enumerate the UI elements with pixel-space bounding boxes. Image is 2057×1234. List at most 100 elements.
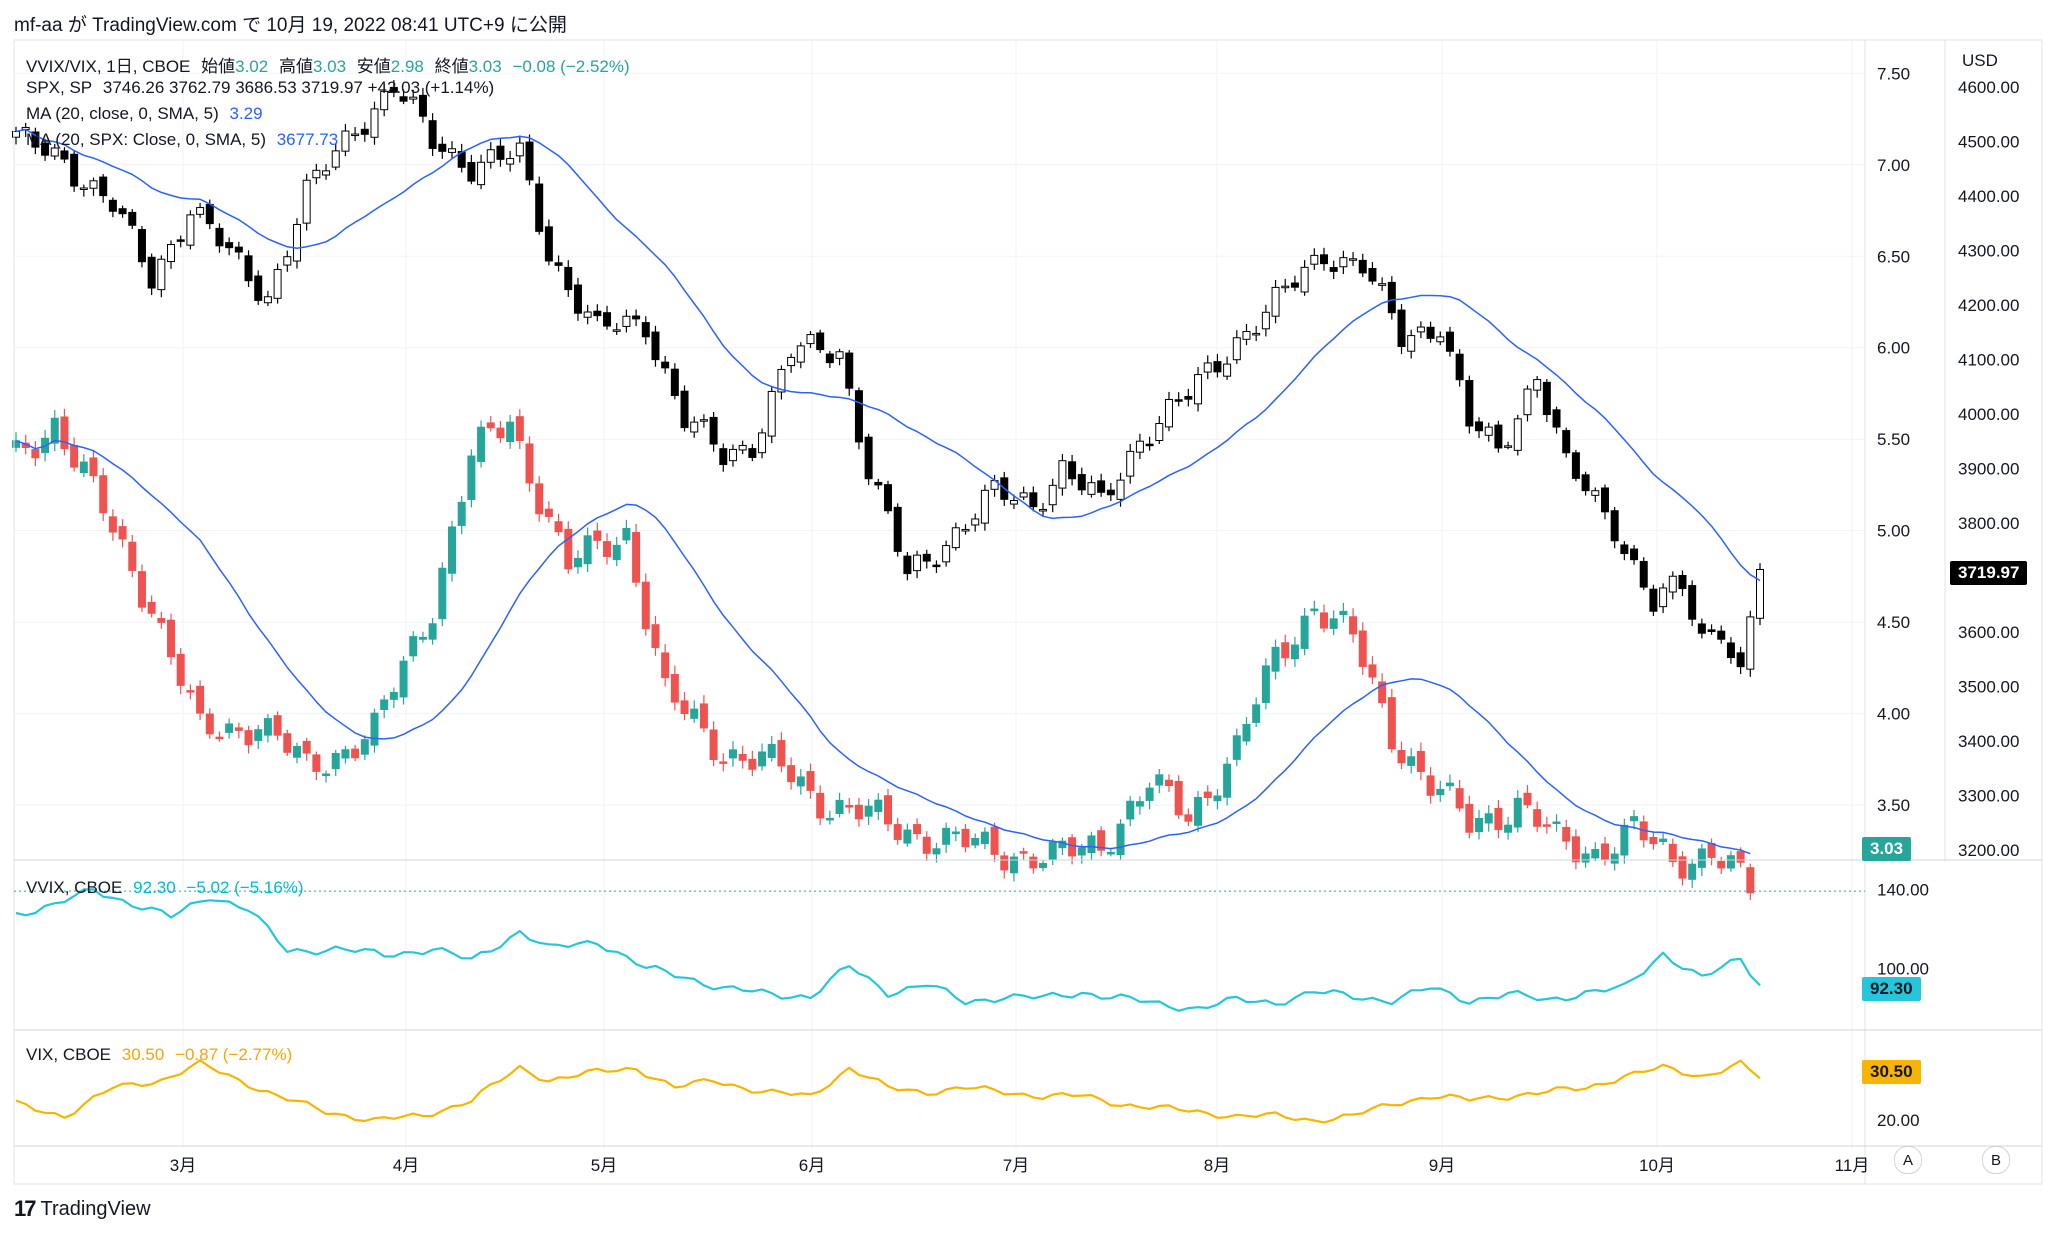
spx-candle-body xyxy=(1368,267,1377,282)
tradingview-brand: TradingView xyxy=(40,1197,151,1220)
spx-candle-body xyxy=(1581,474,1590,492)
ratio-candle-body xyxy=(263,718,272,736)
ratio-candle-body xyxy=(874,799,883,813)
spx-candle-body xyxy=(1475,421,1484,432)
ratio-candle xyxy=(1649,831,1658,850)
ratio-candle xyxy=(777,732,786,773)
legend-ratio-ma[interactable]: MA (20, close, 0, SMA, 5) 3.29 xyxy=(26,104,269,124)
spx-candle xyxy=(719,443,728,472)
ratio-candle xyxy=(506,414,515,449)
spx-candle-body xyxy=(1707,629,1716,632)
spx-candle xyxy=(1639,557,1648,591)
ratio-candle-body xyxy=(196,685,205,714)
ratio-candle-body xyxy=(486,422,495,429)
spx-candle xyxy=(525,134,534,186)
spx-candle-body xyxy=(79,187,88,190)
legend-low-value: 2.98 xyxy=(390,57,424,76)
spx-candle-body xyxy=(467,162,476,182)
ratio-candle-body xyxy=(1726,855,1735,869)
spx-candle-body xyxy=(215,227,224,247)
ratio-candle-body xyxy=(1097,830,1106,851)
spx-candle-body xyxy=(603,312,612,327)
ratio-candle-body xyxy=(796,776,805,787)
spx-candle-body xyxy=(1668,575,1677,593)
spx-candle xyxy=(31,127,40,155)
spx-candle xyxy=(922,549,931,569)
spx-candle xyxy=(147,253,156,296)
time-axis-tick: 6月 xyxy=(799,1156,825,1175)
ratio-candle xyxy=(254,725,263,749)
spx-candle xyxy=(1465,375,1474,434)
legend-vix-change: −0.87 (−2.77%) xyxy=(175,1045,293,1064)
spx-candle xyxy=(690,416,699,438)
auto-scale-button[interactable]: A xyxy=(1894,1146,1922,1174)
ratio-candle-body xyxy=(583,535,592,565)
spx-candle xyxy=(661,356,670,374)
ratio-candle-body xyxy=(467,455,476,500)
ratio-candle-body xyxy=(1252,704,1261,723)
ratio-candle xyxy=(341,745,350,764)
grid-layer xyxy=(14,40,1865,1150)
spx-candle-body xyxy=(1232,337,1241,361)
spx-candle xyxy=(1184,388,1193,407)
ratio-candle-body xyxy=(1349,616,1358,635)
ratio-candle-body xyxy=(1523,792,1532,806)
time-axis-tick: 8月 xyxy=(1204,1156,1230,1175)
spx-candle-body xyxy=(263,296,272,304)
time-axis: 3月 4月 5月 6月 7月 8月 9月 10月 11月 xyxy=(170,1156,1870,1175)
spx-candle-body xyxy=(1445,331,1454,352)
ratio-candle-body xyxy=(1542,824,1551,827)
ratio-candle xyxy=(641,573,650,636)
spx-candle xyxy=(564,260,573,297)
legend-vvix[interactable]: VVIX, CBOE 92.30 −5.02 (−5.16%) xyxy=(26,878,310,898)
ratio-candle xyxy=(360,735,369,760)
ratio-candle xyxy=(1571,829,1580,870)
spx-candle xyxy=(1320,247,1328,271)
spx-candle xyxy=(583,304,592,325)
ratio-candle xyxy=(709,721,718,767)
legend-spx[interactable]: SPX, SP 3746.26 3762.79 3686.53 3719.97 … xyxy=(26,78,500,98)
spx-candle-body xyxy=(302,179,311,224)
spx-candle xyxy=(1445,326,1454,357)
ratio-candle-body xyxy=(1387,697,1396,750)
spx-candle-body xyxy=(341,130,350,152)
ratio-candle-body xyxy=(1310,608,1319,612)
spx-candle-body xyxy=(70,153,79,187)
ratio-candle-body xyxy=(1581,853,1590,863)
tradingview-logo[interactable]: 17 TradingView xyxy=(14,1196,151,1222)
spx-candle-body xyxy=(699,419,708,422)
spx-candle xyxy=(438,136,447,159)
legend-spx-ma[interactable]: MA (20, SPX: Close, 0, SMA, 5) 3677.73 xyxy=(26,130,344,150)
spx-candle-body xyxy=(816,332,825,351)
spx-candle-body xyxy=(1242,331,1251,340)
ratio-candle-body xyxy=(1184,814,1193,822)
spx-candle xyxy=(322,164,331,180)
vvix-last-price-tag: 92.30 xyxy=(1862,977,1921,1001)
spx-candle-body xyxy=(525,141,534,181)
spx-candle xyxy=(380,84,389,117)
publish-info: mf-aa が TradingView.com で 10月 19, 2022 0… xyxy=(14,15,567,36)
spx-candle xyxy=(1271,279,1280,324)
legend-ratio[interactable]: VVIX/VIX, 1日, CBOE 始値3.02 高値3.03 安値2.98 … xyxy=(26,52,636,77)
ratio-candle xyxy=(1378,673,1387,708)
ratio-candle-body xyxy=(254,729,263,741)
ratio-candle xyxy=(1455,779,1464,812)
spx-candle xyxy=(273,263,282,304)
ratio-candle-body xyxy=(1039,862,1048,869)
ratio-candle-body xyxy=(428,623,437,640)
spx-candle xyxy=(1135,433,1144,460)
ratio-candle xyxy=(748,750,757,777)
ratio-candle-body xyxy=(1600,843,1609,861)
ratio-candle-body xyxy=(1281,642,1290,659)
spx-candle xyxy=(1048,478,1057,513)
spx-candle xyxy=(1261,304,1270,337)
legend-vix[interactable]: VIX, CBOE 30.50 −0.87 (−2.77%) xyxy=(26,1045,298,1065)
spx-candle-body xyxy=(147,256,156,289)
log-scale-button[interactable]: B xyxy=(1982,1146,2010,1174)
ratio-candle xyxy=(292,742,301,764)
legend-high-value: 3.03 xyxy=(312,57,347,76)
spx-candle-body xyxy=(322,170,331,176)
spx-candle-body xyxy=(748,448,757,458)
spx-candle xyxy=(554,255,563,272)
